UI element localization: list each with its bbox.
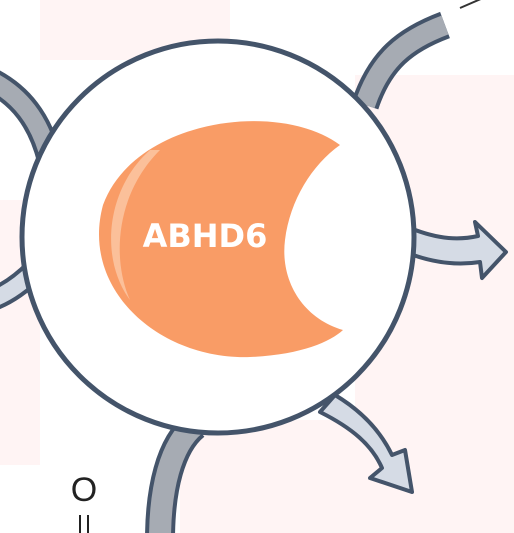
enzyme-highlight: [111, 150, 160, 300]
atom-label: O: [71, 471, 97, 509]
arrow-right: [403, 220, 508, 280]
enzyme: [99, 121, 343, 358]
enzyme-label: ABHD6: [143, 217, 268, 255]
background-panel: [180, 420, 514, 533]
arrow-top-right: [351, 11, 451, 110]
arrow-bottom-right: [318, 393, 414, 494]
bond-line: [459, 0, 481, 9]
